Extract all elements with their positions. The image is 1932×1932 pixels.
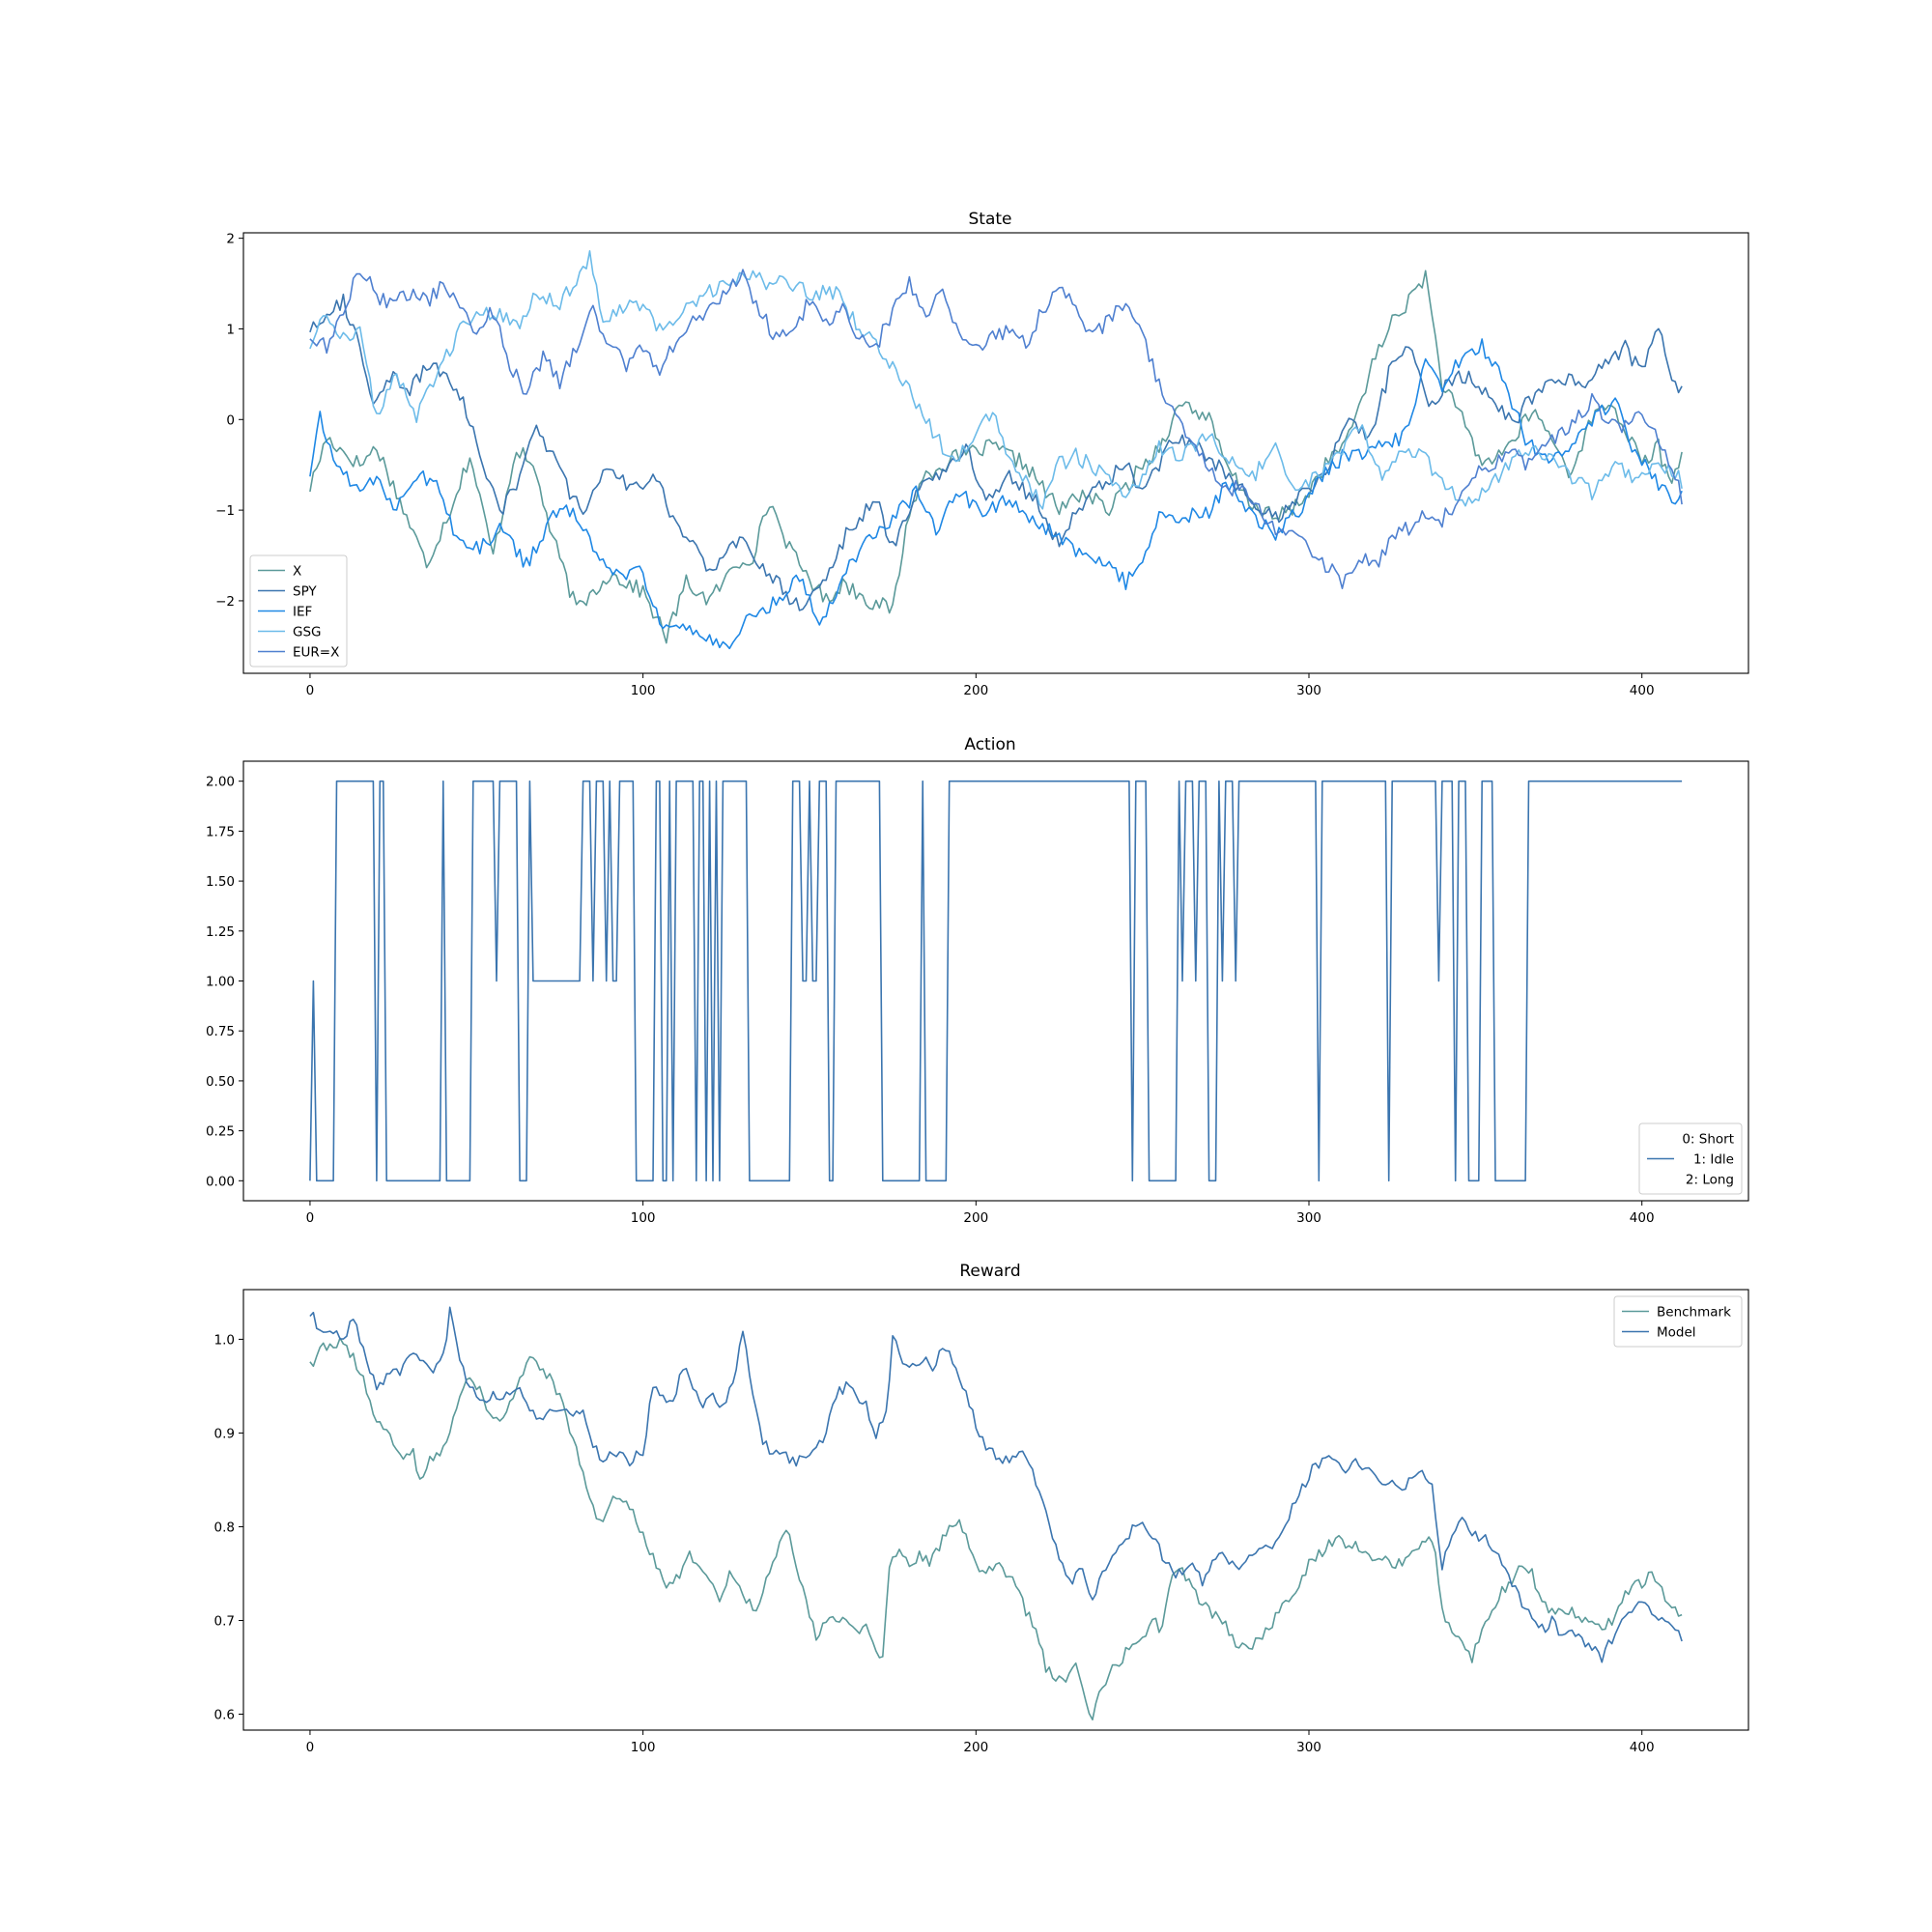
action-x-tick-label: 200: [963, 1210, 988, 1226]
action-title: Action: [964, 735, 1015, 754]
reward-y-axis: 0.6 0.7 0.8 0.9 1.0: [214, 1332, 243, 1723]
action-x-tick-label: 400: [1630, 1210, 1655, 1226]
action-x-tick-label: 300: [1296, 1210, 1321, 1226]
state-y-tick-label: 2: [226, 232, 235, 247]
state-y-tick-label: 0: [226, 412, 235, 428]
reward-y-tick-label: 0.7: [214, 1613, 235, 1629]
action-legend-label: 2: Long: [1686, 1173, 1734, 1188]
action-y-tick-label: 0.25: [206, 1124, 235, 1140]
reward-lines: [309, 1306, 1683, 1720]
state-series-spy: [309, 293, 1683, 611]
state-y-tick-label: −1: [215, 503, 235, 519]
state-legend-label: EUR=X: [293, 645, 339, 661]
action-x-axis: 0 100 200 300 400: [306, 1201, 1655, 1226]
action-x-tick-label: 0: [306, 1210, 315, 1226]
state-legend-label: GSG: [293, 625, 322, 640]
reward-legend-label: Benchmark: [1657, 1305, 1731, 1321]
action-y-tick-label: 1.00: [206, 975, 235, 990]
reward-y-tick-label: 1.0: [214, 1332, 235, 1348]
state-series-x: [309, 270, 1683, 644]
reward-panel: Reward 0 100 200 300 400 0.6 0.7 0.8 0.9 1.0 Ben…: [214, 1262, 1749, 1755]
action-y-tick-label: 0.75: [206, 1024, 235, 1039]
state-y-tick-label: 1: [226, 322, 235, 337]
reward-y-tick-label: 0.9: [214, 1426, 235, 1441]
reward-series-benchmark: [309, 1337, 1683, 1720]
reward-x-tick-label: 200: [963, 1740, 988, 1755]
reward-legend: Benchmark Model: [1613, 1295, 1743, 1348]
state-x-tick-label: 0: [306, 683, 315, 698]
action-panel: Action 0 100 200 300 400 0.00 0.25 0.50 0.75 1.0…: [206, 735, 1749, 1226]
reward-x-tick-label: 0: [306, 1740, 315, 1755]
state-series-gsg: [309, 250, 1683, 510]
reward-x-tick-label: 400: [1630, 1740, 1655, 1755]
reward-plot-frame: [242, 1289, 1749, 1731]
state-x-tick-label: 100: [631, 683, 656, 698]
state-y-tick-label: −2: [215, 594, 235, 610]
action-y-tick-label: 1.75: [206, 824, 235, 839]
state-x-axis: 0 100 200 300 400: [306, 673, 1655, 698]
action-y-tick-label: 1.50: [206, 874, 235, 890]
reward-x-tick-label: 300: [1296, 1740, 1321, 1755]
state-legend-box: [249, 554, 348, 668]
action-legend-box: [1638, 1122, 1743, 1195]
action-y-tick-label: 2.00: [206, 775, 235, 790]
state-panel: State 0 100 200 300 400 −2 −1 0 1 2 X SPY IEF GSG EU…: [215, 210, 1749, 698]
action-x-tick-label: 100: [631, 1210, 656, 1226]
reward-x-axis: 0 100 200 300 400: [306, 1730, 1655, 1755]
action-y-tick-label: 1.25: [206, 924, 235, 940]
reward-y-tick-label: 0.8: [214, 1520, 235, 1535]
action-y-tick-label: 0.50: [206, 1074, 235, 1090]
state-plot-frame: [242, 232, 1749, 674]
state-legend-label: IEF: [293, 605, 312, 620]
reward-legend-box: [1613, 1295, 1743, 1348]
state-y-axis: −2 −1 0 1 2: [215, 232, 243, 610]
reward-x-tick-label: 100: [631, 1740, 656, 1755]
reward-y-tick-label: 0.6: [214, 1708, 235, 1723]
state-x-tick-label: 400: [1630, 683, 1655, 698]
reward-title: Reward: [959, 1262, 1020, 1281]
action-legend-label: 0: Short: [1682, 1132, 1734, 1148]
state-series-eur-x: [309, 269, 1683, 589]
state-legend-label: SPY: [293, 584, 317, 600]
action-legend-label: 1: Idle: [1693, 1152, 1734, 1168]
state-lines: [309, 250, 1683, 650]
state-series-ief: [309, 338, 1683, 650]
action-y-axis: 0.00 0.25 0.50 0.75 1.00 1.25 1.50 1.75 2.00: [206, 775, 243, 1189]
action-plot-frame: [242, 760, 1749, 1202]
state-legend-label: X: [293, 564, 301, 580]
action-y-tick-label: 0.00: [206, 1174, 235, 1189]
action-lines: [309, 780, 1683, 1182]
action-legend: 0: Short 1: Idle 2: Long: [1638, 1122, 1743, 1195]
reward-legend-label: Model: [1657, 1325, 1696, 1341]
state-legend: X SPY IEF GSG EUR=X: [249, 554, 348, 668]
action-series-action: [309, 780, 1683, 1182]
reward-series-model: [309, 1306, 1683, 1663]
state-x-tick-label: 300: [1296, 683, 1321, 698]
state-title: State: [969, 210, 1012, 229]
state-x-tick-label: 200: [963, 683, 988, 698]
